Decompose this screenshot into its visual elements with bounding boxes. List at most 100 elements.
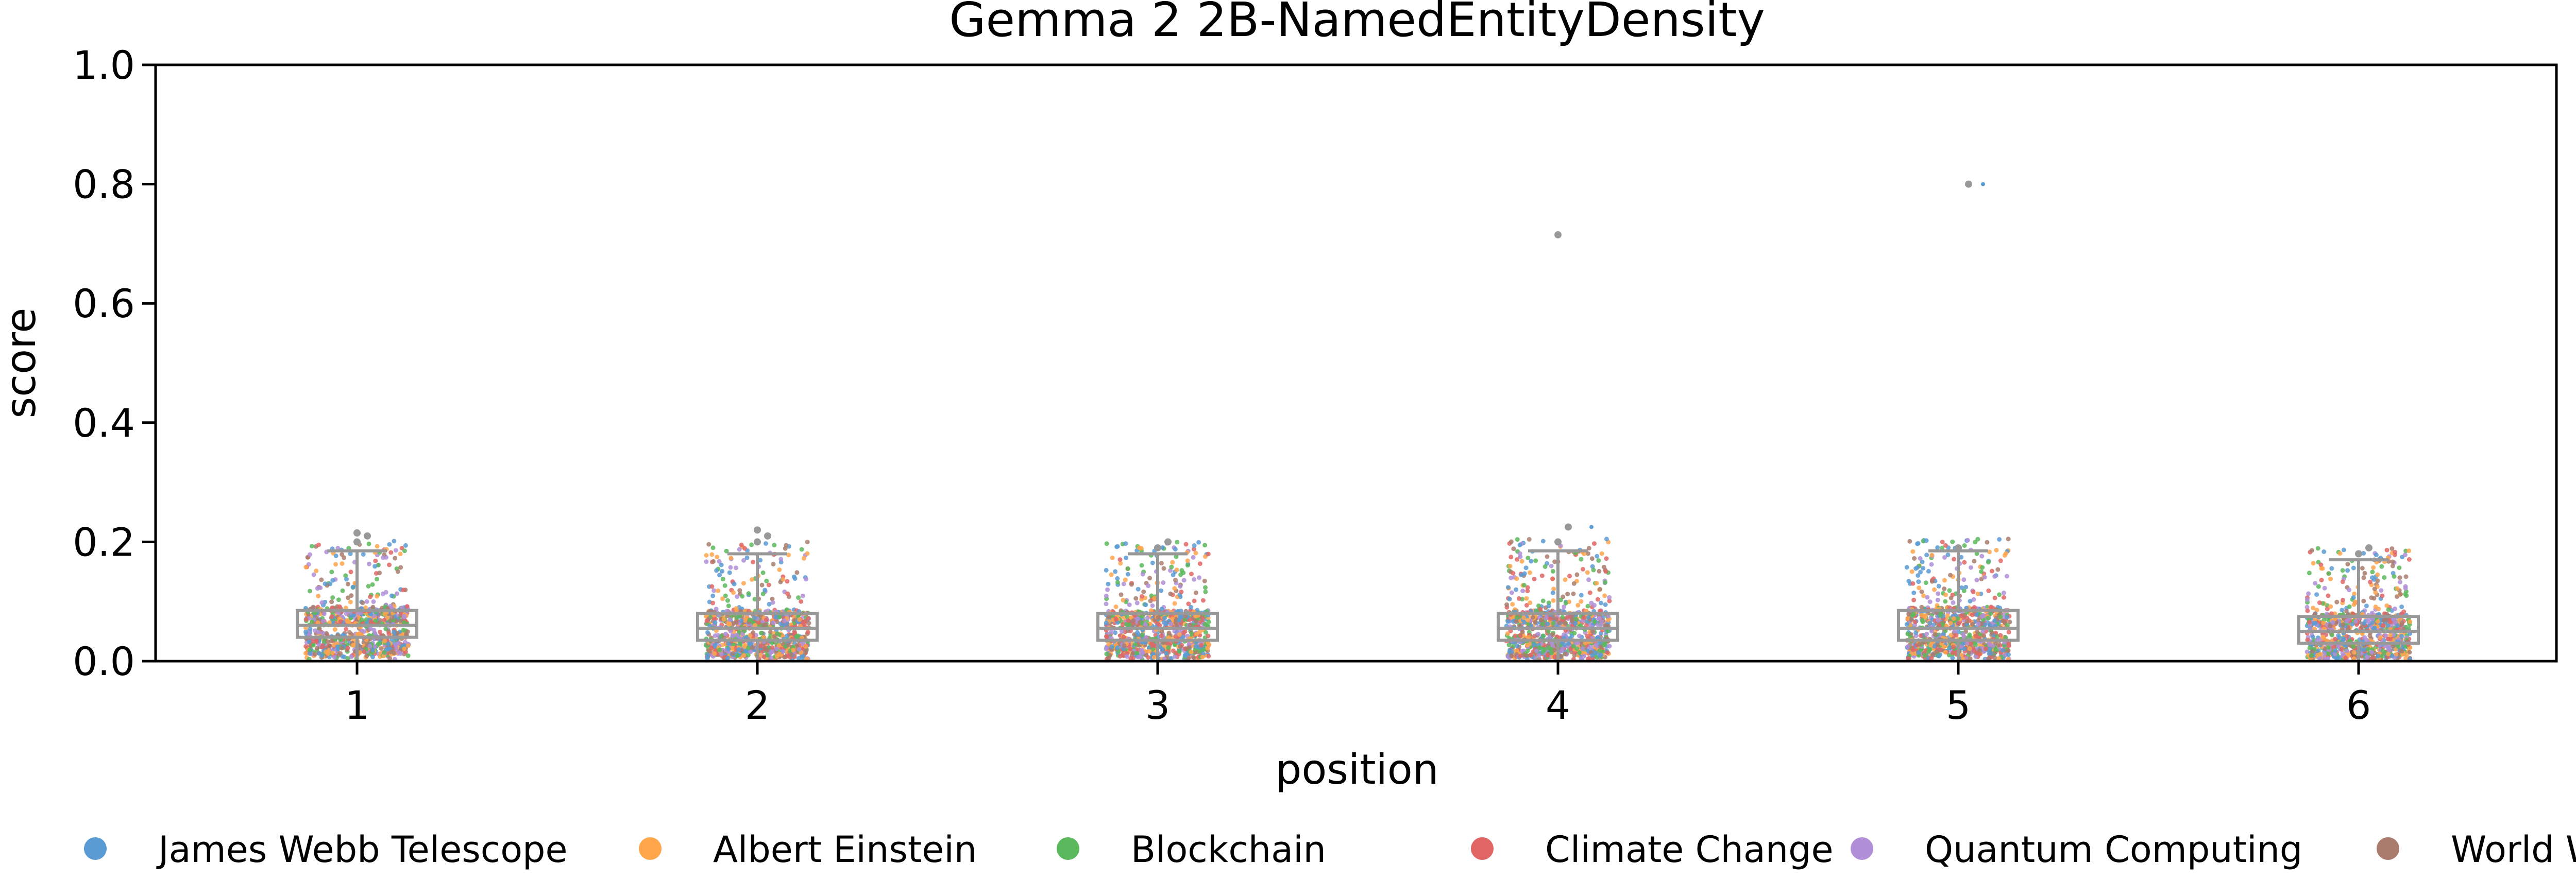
strip-point [312, 628, 317, 633]
strip-point [1533, 619, 1538, 625]
strip-point [314, 568, 319, 574]
strip-point [1586, 577, 1591, 582]
strip-point [799, 547, 804, 552]
strip-point [329, 614, 334, 619]
strip-point [1960, 641, 1965, 646]
strip-point [332, 642, 336, 647]
strip-point [1917, 585, 1922, 591]
strip-point [719, 651, 724, 657]
strip-point [1929, 579, 1935, 584]
strip-point [1122, 643, 1127, 648]
strip-point [2384, 603, 2389, 608]
strip-point [717, 559, 722, 564]
strip-point [741, 581, 746, 586]
strip-point [370, 654, 375, 660]
strip-point [1936, 583, 1941, 589]
strip-point [731, 651, 735, 656]
strip-point [1594, 581, 1599, 585]
strip-point [1607, 595, 1612, 600]
strip-point [1163, 621, 1168, 626]
strip-point [747, 617, 752, 623]
strip-point [712, 651, 717, 656]
strip-point [1533, 558, 1538, 563]
strip-point [405, 643, 411, 648]
strip-point [307, 647, 312, 652]
strip-point [1581, 567, 1585, 572]
strip-point [781, 649, 786, 654]
strip-point [386, 646, 391, 651]
strip-point [740, 594, 745, 599]
strip-point [1589, 556, 1595, 561]
strip-point [716, 588, 721, 593]
strip-point [1927, 599, 1933, 605]
strip-point [1979, 569, 1984, 574]
strip-point [1164, 650, 1168, 655]
strip-point [1159, 629, 1164, 634]
strip-point [1569, 618, 1574, 623]
strip-point [1130, 651, 1136, 655]
strip-point [1959, 585, 1964, 590]
strip-point [357, 650, 362, 655]
strip-point [2341, 597, 2345, 602]
strip-point [1131, 618, 1136, 623]
strip-point [1590, 653, 1595, 658]
strip-point [737, 588, 742, 593]
strip-point [1603, 580, 1608, 585]
strip-point [715, 555, 720, 560]
strip-point [1523, 565, 1529, 571]
strip-point [725, 598, 730, 603]
strip-point [785, 579, 790, 584]
strip-point [338, 619, 343, 624]
strip-point [310, 544, 314, 548]
strip-point [1936, 618, 1941, 623]
strip-point [1909, 569, 1914, 574]
strip-point [1510, 649, 1515, 654]
strip-point [1206, 619, 1211, 624]
strip-point [1127, 602, 1132, 607]
strip-point [1525, 643, 1530, 648]
strip-point [382, 617, 387, 623]
strip-point [1592, 541, 1597, 546]
strip-point [803, 619, 808, 624]
strip-point [1577, 633, 1582, 639]
strip-point [1150, 603, 1155, 608]
strip-point [1961, 577, 1967, 582]
strip-point [1940, 540, 1945, 544]
strip-point [1161, 566, 1166, 571]
strip-point [1596, 558, 1601, 563]
strip-point [329, 639, 334, 644]
strip-point [1904, 565, 1909, 570]
strip-point [720, 568, 725, 574]
strip-point [1505, 631, 1510, 636]
strip-point [1558, 653, 1564, 659]
strip-point [2316, 584, 2321, 589]
strip-point [361, 552, 366, 557]
strip-point [336, 597, 341, 602]
strip-point [402, 548, 407, 554]
strip-point [791, 648, 796, 652]
strip-point [403, 632, 409, 637]
strip-point [1598, 586, 1602, 592]
strip-point [1951, 645, 1956, 650]
strip-point [382, 650, 387, 655]
strip-point [1924, 553, 1929, 558]
strip-point [1595, 554, 1600, 559]
strip-point [1536, 653, 1541, 658]
strip-point [1140, 650, 1145, 655]
strip-point [1524, 596, 1529, 601]
strip-point [1528, 600, 1533, 606]
strip-point [1962, 543, 1967, 548]
strip-point [1507, 597, 1512, 601]
strip-point [1967, 646, 1972, 651]
strip-point [315, 586, 320, 591]
strip-point [756, 620, 761, 625]
strip-point [717, 647, 722, 652]
strip-point [758, 652, 763, 658]
strip-point [1177, 649, 1182, 654]
strip-point [1945, 553, 1951, 557]
strip-point [1191, 555, 1196, 560]
strip-point [1552, 654, 1557, 659]
strip-point [1156, 615, 1161, 620]
strip-point [1173, 654, 1178, 659]
